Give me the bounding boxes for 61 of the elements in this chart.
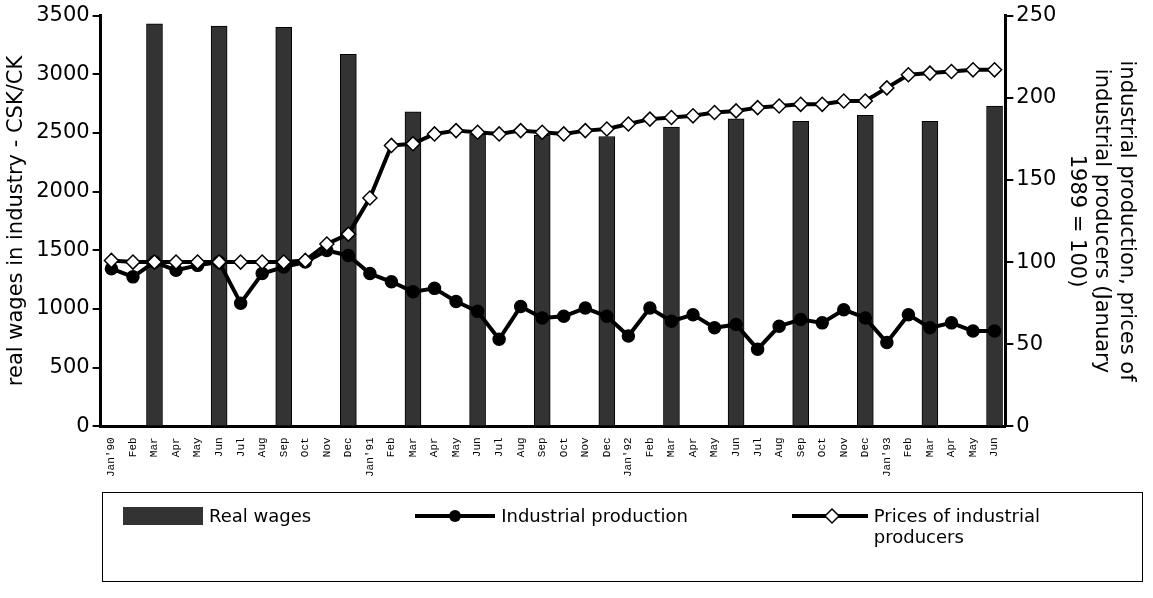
x-tick-label: Feb (385, 437, 398, 458)
x-tick-label: Sep (536, 437, 549, 458)
y-tick-label: 500 (49, 354, 90, 379)
y-tick-label: 3500 (36, 2, 90, 27)
x-tick-label: Jul (234, 437, 247, 458)
x-tick-label: Oct (557, 437, 570, 458)
x-tick-label: Jan'92 (622, 437, 635, 477)
y-axis-title: real wages in industry - CSK/CK (3, 54, 28, 387)
legend-label: Real wages (209, 505, 312, 526)
y-tick-label: 2000 (36, 178, 90, 203)
x-tick-label: Feb (902, 437, 915, 458)
y-tick-label: 1000 (36, 295, 90, 320)
x-tick-label: Jan'93 (880, 437, 893, 477)
x-tick-label: Oct (299, 437, 312, 458)
x-tick-label: May (708, 437, 721, 458)
x-tick-label: Jun (988, 437, 1001, 458)
y2-tick-label: 0 (1016, 412, 1030, 437)
x-tick-label: Sep (277, 437, 290, 458)
y-tick-label: 2500 (36, 119, 90, 144)
x-tick-label: Feb (126, 437, 139, 458)
legend-label: Prices of industrial producers (873, 505, 1041, 547)
x-tick-label: Dec (859, 437, 872, 458)
x-tick-label: Jun (213, 437, 226, 458)
x-tick-label: Aug (256, 437, 269, 458)
x-tick-label: Feb (643, 437, 656, 458)
x-tick-label: Jan'90 (105, 437, 118, 477)
y-tick-label: 1500 (36, 236, 90, 261)
x-tick-label: Apr (428, 437, 441, 458)
y2-tick-label: 100 (1016, 248, 1057, 273)
x-tick-label: Jul (751, 437, 764, 458)
y-tick-label: 3000 (36, 60, 90, 85)
x-tick-label: Nov (579, 437, 592, 458)
x-tick-label: Aug (514, 437, 527, 458)
x-tick-label: Jul (493, 437, 506, 458)
x-tick-label: Jun (729, 437, 742, 458)
y2-tick-label: 200 (1016, 84, 1057, 109)
legend-label: Industrial production (501, 505, 688, 526)
x-tick-label: Jan'91 (363, 437, 376, 477)
x-tick-label: Apr (686, 437, 699, 458)
y2-tick-label: 250 (1016, 2, 1057, 27)
x-tick-label: Nov (320, 437, 333, 458)
x-tick-label: Nov (837, 437, 850, 458)
x-tick-label: Apr (169, 437, 182, 458)
x-tick-label: May (966, 437, 979, 458)
x-tick-label: Dec (342, 437, 355, 458)
y2-axis-title: industrial production, prices of industrial producers (January 1989 = 100) (1065, 60, 1140, 383)
y-tick-label: 0 (76, 412, 90, 437)
x-tick-label: Dec (600, 437, 613, 458)
x-tick-label: Mar (923, 437, 936, 458)
y2-tick-label: 150 (1016, 166, 1057, 191)
y2-tick-label: 50 (1016, 330, 1044, 355)
x-tick-label: Jun (471, 437, 484, 458)
x-tick-label: Sep (794, 437, 807, 458)
x-tick-label: May (449, 437, 462, 458)
x-tick-label: Mar (406, 437, 419, 458)
x-tick-label: Mar (148, 437, 161, 458)
x-tick-label: Oct (816, 437, 829, 458)
x-tick-label: Aug (773, 437, 786, 458)
x-tick-label: Mar (665, 437, 678, 458)
x-tick-label: Apr (945, 437, 958, 458)
x-tick-label: May (191, 437, 204, 458)
